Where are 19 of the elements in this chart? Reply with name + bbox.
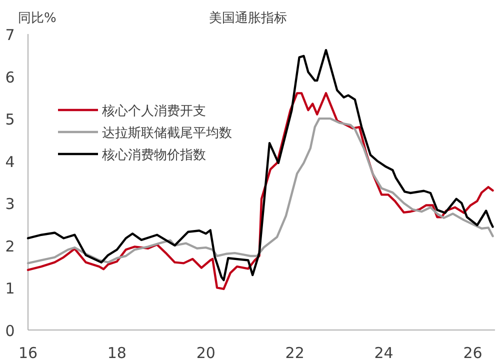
ytick: 0 <box>5 322 15 340</box>
xtick: 18 <box>107 344 126 362</box>
ytick: 2 <box>5 237 15 256</box>
legend-label: 核心消费物价指数 <box>101 147 206 163</box>
xtick: 24 <box>374 344 394 362</box>
ytick: 3 <box>5 195 15 214</box>
ytick: 1 <box>5 280 15 298</box>
legend-label: 达拉斯联储截尾平均数 <box>102 126 232 141</box>
xtick: 16 <box>18 344 38 362</box>
ytick: 5 <box>5 110 15 129</box>
legend-label: 核心个人消费开支 <box>101 103 206 119</box>
xtick: 20 <box>196 344 216 362</box>
ytick: 6 <box>5 68 15 86</box>
ylabel: 同比% <box>18 11 56 26</box>
xtick: 22 <box>285 344 304 362</box>
title: 美国通胀指标 <box>209 11 287 26</box>
ytick: 7 <box>5 26 15 44</box>
ytick: 4 <box>5 152 15 171</box>
xtick: 26 <box>463 344 482 362</box>
